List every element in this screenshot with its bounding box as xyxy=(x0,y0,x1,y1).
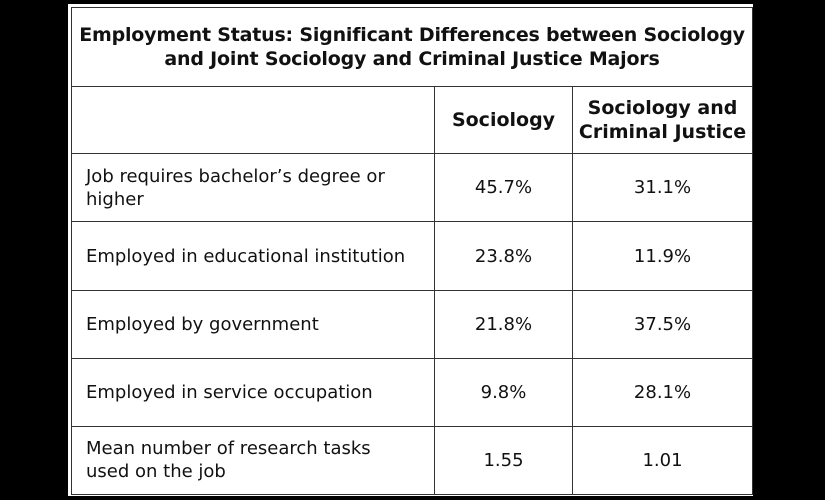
cell-sociology-value: 1.55 xyxy=(434,425,573,496)
column-header-sociology: Sociology xyxy=(434,86,573,155)
row-label-line: Job requires bachelor’s degree or xyxy=(86,165,385,187)
row-label-line: used on the job xyxy=(86,461,226,483)
row-label-line: Employed by government xyxy=(86,313,319,335)
table-frame: Employment Status: Significant Differenc… xyxy=(68,4,754,496)
column-header-empty xyxy=(71,86,435,155)
row-label: Employed by government xyxy=(71,289,435,359)
table-row: Employed in service occupation 9.8% 28.1% xyxy=(71,357,754,427)
cell-sociology-value: 23.8% xyxy=(434,221,573,291)
table-row: Job requires bachelor’s degree or higher 4… xyxy=(71,153,754,223)
table-row: Employed in educational institution 23.8%… xyxy=(71,221,754,291)
cell-sociology-criminal-justice-value: 31.1% xyxy=(571,153,754,223)
table-body: Job requires bachelor’s degree or higher 4… xyxy=(71,153,754,496)
column-header-sociology-label: Sociology xyxy=(451,109,556,132)
table-title-line-1: Employment Status: Significant Differenc… xyxy=(79,24,745,47)
cell-sociology-criminal-justice-value: 37.5% xyxy=(571,289,754,359)
cell-sociology-criminal-justice-value: 1.01 xyxy=(571,425,754,496)
row-label-line: Employed in educational institution xyxy=(86,245,406,267)
employment-status-table: Employment Status: Significant Differenc… xyxy=(70,6,754,496)
row-label: Employed in educational institution xyxy=(71,221,435,291)
table-title: Employment Status: Significant Differenc… xyxy=(70,6,754,88)
header-row: Sociology Sociology and Criminal Justice xyxy=(71,86,754,155)
column-header-sociology-criminal-justice: Sociology and Criminal Justice xyxy=(571,86,754,155)
column-header-sociology-criminal-justice-line-2: Criminal Justice xyxy=(578,121,747,144)
row-label-line: Employed in service occupation xyxy=(86,381,373,403)
row-label: Employed in service occupation xyxy=(71,357,435,427)
table-title-line-2: and Joint Sociology and Criminal Justice… xyxy=(164,48,660,71)
cell-sociology-criminal-justice-value: 11.9% xyxy=(571,221,754,291)
cell-sociology-value: 9.8% xyxy=(434,357,573,427)
cell-sociology-value: 21.8% xyxy=(434,289,573,359)
table-row: Employed by government 21.8% 37.5% xyxy=(71,289,754,359)
title-row: Employment Status: Significant Differenc… xyxy=(70,6,754,88)
table-row: Mean number of research tasks used on the… xyxy=(71,425,754,496)
cell-sociology-criminal-justice-value: 28.1% xyxy=(571,357,754,427)
column-header-sociology-criminal-justice-line-1: Sociology and xyxy=(587,97,738,120)
row-label: Mean number of research tasks used on the… xyxy=(71,425,435,496)
row-label: Job requires bachelor’s degree or higher xyxy=(71,153,435,223)
row-label-line: Mean number of research tasks xyxy=(86,438,371,460)
cell-sociology-value: 45.7% xyxy=(434,153,573,223)
row-label-line: higher xyxy=(86,188,144,210)
